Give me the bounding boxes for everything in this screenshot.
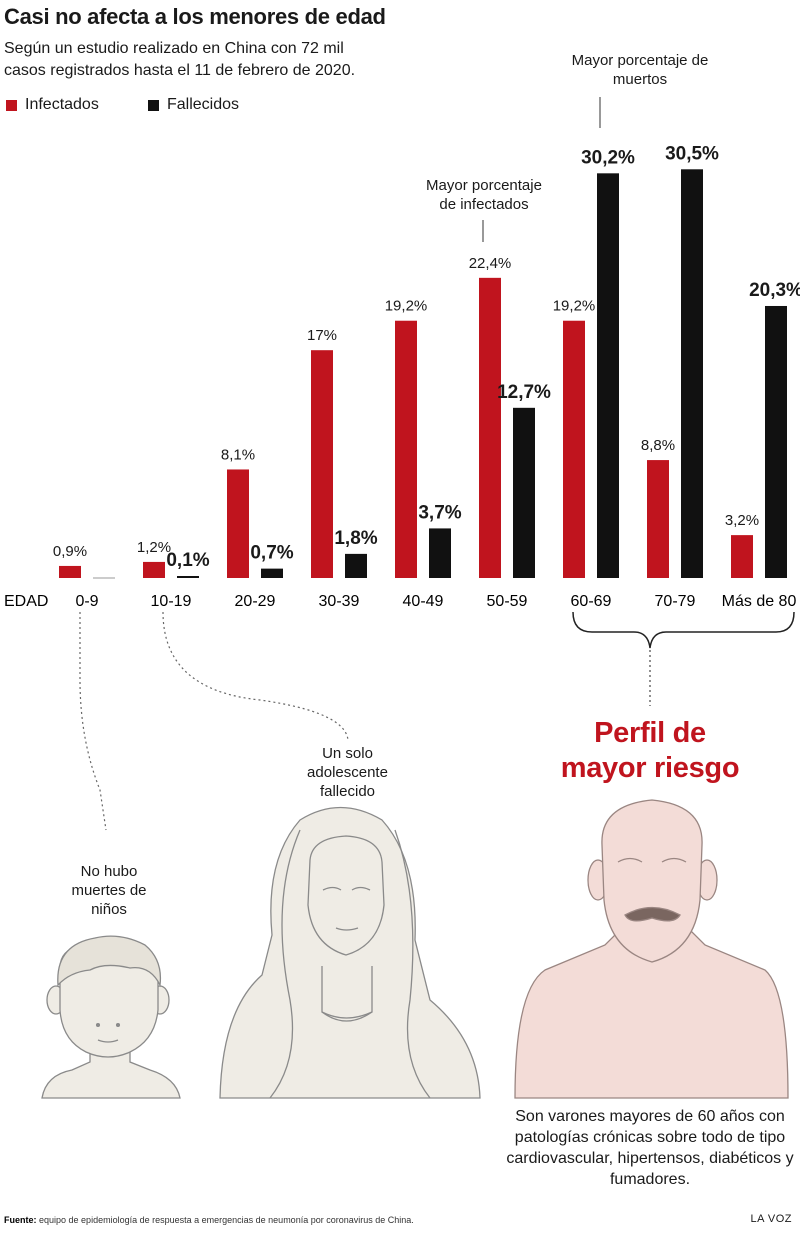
label-infectados-40-49: 19,2% [385,298,428,315]
x-axis-label: EDAD [4,593,48,610]
x-tick-40-49: 40-49 [403,593,444,610]
label-infectados-30-39: 17% [307,327,337,344]
annotation-infected-max: Mayor porcentaje de infectados [426,177,542,213]
annotation-deaths-max: Mayor porcentaje de muertos [571,52,709,88]
bar-fallecidos-70-79 [681,169,703,579]
child-icon [41,935,181,1099]
label-fallecidos-40-49: 3,7% [418,502,461,523]
label-fallecidos-30-39: 1,8% [334,528,377,549]
x-tick-labels-group: 0-9 10-19 20-29 30-39 40-49 50-59 60-69 70-79 Má… [75,593,796,610]
bar-infectados-Más de 80 [731,535,753,578]
x-tick-60-69: 60-69 [571,593,612,610]
label-infectados-Más de 80: 3,2% [725,512,759,529]
page-title: Casi no afecta a los menores de edad [4,4,386,29]
bar-infectados-40-49 [395,320,417,578]
age-brace [572,611,795,649]
label-fallecidos-20-29: 0,7% [250,543,293,564]
bar-fallecidos-60-69 [597,173,619,578]
bar-infectados-30-39 [311,350,333,578]
source-note: Fuente: equipo de epidemiología de respu… [4,1215,414,1225]
label-infectados-50-59: 22,4% [469,255,512,272]
bar-fallecidos-30-39 [345,553,367,578]
bar-infectados-60-69 [563,320,585,578]
bar-infectados-10-19 [143,561,165,578]
bar-fallecidos-50-59 [513,407,535,578]
brand-logo: LA VOZ [750,1213,792,1225]
note-teen: Un solo adolescente fallecido [307,745,388,800]
x-tick-0-9: 0-9 [75,593,98,610]
source-label: Fuente: [4,1215,37,1225]
children-connector [79,612,107,831]
label-infectados-20-29: 8,1% [221,446,255,463]
x-tick-30-39: 30-39 [319,593,360,610]
x-tick-50-59: 50-59 [487,593,528,610]
label-fallecidos-Más de 80: 20,3% [749,280,800,301]
label-infectados-70-79: 8,8% [641,437,675,454]
bar-fallecidos-20-29 [261,568,283,578]
bar-fallecidos-40-49 [429,528,451,578]
label-infectados-0-9: 0,9% [53,543,87,560]
label-fallecidos-70-79: 30,5% [665,143,719,164]
bar-infectados-50-59 [479,277,501,578]
legend-item-fallecidos: Fallecidos [148,96,239,114]
bar-fallecidos-Más de 80 [765,305,787,578]
x-tick-10-19: 10-19 [151,593,192,610]
legend-label-fallecidos: Fallecidos [167,96,240,113]
bar-infectados-20-29 [227,469,249,578]
teen-icon [219,806,481,1099]
note-children: No hubo muertes de niños [71,863,147,918]
x-tick-20-29: 20-29 [235,593,276,610]
bar-infectados-70-79 [647,460,669,578]
elderly-man-icon [514,799,789,1099]
legend-swatch-infectados [6,99,17,111]
source-text: equipo de epidemiología de respuesta a e… [39,1215,414,1225]
bars-group [59,169,787,579]
bar-infectados-0-9 [59,565,81,578]
risk-profile-description: Son varones mayores de 60 años con patol… [506,1108,794,1188]
risk-profile-title: Perfil de mayor riesgo [560,717,740,784]
label-infectados-60-69: 19,2% [553,298,596,315]
legend-label-infectados: Infectados [25,96,99,113]
subtitle: Según un estudio realizado en China con … [4,40,356,79]
teen-connector [162,611,349,741]
legend-item-infectados: Infectados [6,96,99,114]
label-infectados-10-19: 1,2% [137,539,171,556]
x-tick-70-79: 70-79 [655,593,696,610]
label-fallecidos-60-69: 30,2% [581,147,635,168]
value-labels-group: 0,9% 1,2%0,1% 8,1% 0,7% 17% 1,8% 19,2% 3,7% 22,4… [53,143,800,571]
label-fallecidos-10-19: 0,1% [166,550,209,571]
x-tick-Más de 80: Más de 80 [722,593,797,610]
label-fallecidos-50-59: 12,7% [497,382,551,403]
bar-fallecidos-10-19 [177,576,199,578]
legend-swatch-fallecidos [148,99,159,111]
